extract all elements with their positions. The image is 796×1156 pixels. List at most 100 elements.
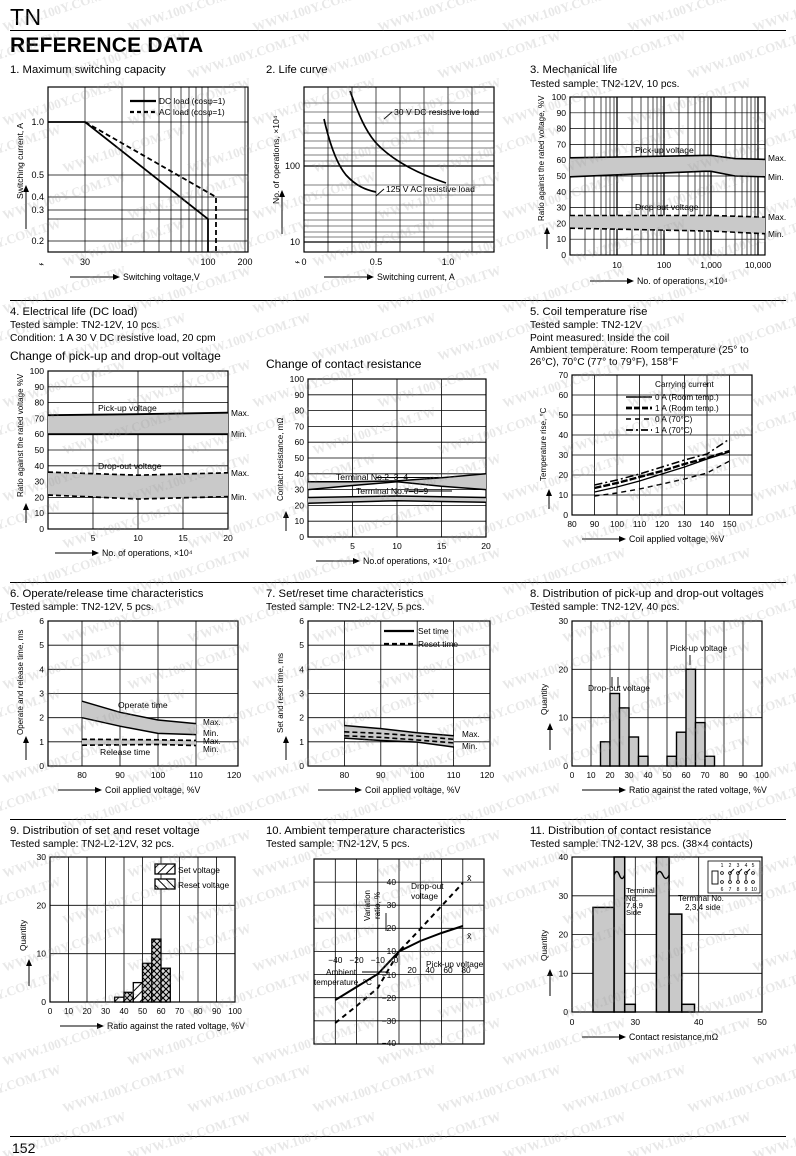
chart-8-ygrid: [572, 668, 762, 718]
svg-text:3: 3: [737, 863, 740, 869]
svg-text:0: 0: [48, 1007, 53, 1016]
chart-1-xtick-30: 30: [80, 257, 90, 267]
svg-text:60: 60: [156, 1007, 166, 1016]
chart-1-plot: DC load (cosφ=1) AC load (cosφ=1) 1.0 0.…: [15, 85, 253, 282]
section-2: 2. Life curve: [266, 64, 530, 296]
svg-text:70: 70: [294, 421, 304, 431]
svg-text:15: 15: [178, 533, 188, 543]
chart-6-label-operate: Operate time: [118, 700, 168, 710]
chart-4a-dropout-band: [48, 471, 228, 499]
chart-4b-xlabel: No.of operations, ×10⁴: [363, 556, 451, 566]
chart-5-ylabel: Temperature rise, °C: [539, 408, 548, 482]
chart-10-xbar-1: x̄: [467, 873, 472, 883]
section-8-note: Tested sample: TN2-12V, 40 pcs.: [530, 602, 680, 614]
svg-text:40: 40: [556, 187, 566, 197]
svg-text:1: 1: [721, 863, 724, 869]
svg-text:20: 20: [223, 533, 233, 543]
chart-11-label-789-4: Side: [626, 908, 641, 917]
svg-text:1: 1: [39, 736, 44, 746]
svg-text:30: 30: [558, 891, 568, 901]
chart-2-xtick-0.5: 0.5: [370, 257, 383, 267]
svg-text:4: 4: [745, 863, 748, 869]
svg-text:150: 150: [723, 519, 737, 529]
svg-text:−20: −20: [382, 993, 397, 1003]
svg-text:120: 120: [655, 519, 669, 529]
svg-text:100: 100: [290, 374, 305, 384]
chart-4a-title: Change of pick-up and drop-out voltage: [10, 348, 221, 363]
section-5-note-3: Ambient temperature: Room temperature (2…: [530, 344, 749, 356]
svg-text:20: 20: [558, 664, 568, 674]
section-5: 5. Coil temperature rise Tested sample: …: [530, 306, 796, 578]
chart-8-xlabel: Ratio against the rated voltage, %V: [629, 785, 767, 795]
chart-1-ac-curve: [84, 120, 217, 252]
svg-text:120: 120: [480, 770, 495, 780]
footer-rule: [10, 1136, 786, 1137]
row-3: 6. Operate/release time characteristics …: [0, 588, 796, 815]
chart-4b-ygrid: [308, 394, 486, 522]
chart-7-xticks: 80 90 100 110 120: [340, 770, 495, 780]
chart-6-operate-release-time: Operate time Release time Max. Min. Max.…: [10, 615, 266, 815]
chart-4b-title: Change of contact resistance: [266, 356, 422, 371]
svg-text:10: 10: [558, 969, 568, 979]
svg-text:30: 30: [101, 1007, 111, 1016]
svg-text:5: 5: [299, 640, 304, 650]
svg-text:40: 40: [694, 1017, 704, 1027]
chart-10-ambient-temperature: Drop-out voltage Pick-up voltage x̄ x̄ V…: [266, 851, 530, 1061]
svg-text:30: 30: [387, 900, 397, 910]
chart-2-axis-break: ⌁: [295, 257, 300, 267]
svg-text:40: 40: [425, 965, 435, 975]
row-2: 4. Electrical life (DC load) Tested samp…: [0, 306, 796, 578]
chart-10-xbar-2: x̄: [467, 931, 472, 941]
chart-7-reset-max: [344, 730, 454, 740]
svg-text:−40: −40: [382, 1038, 397, 1048]
chart-7-yticks: 6 5 4 3 2 1 0: [299, 616, 304, 771]
section-10-title: 10. Ambient temperature characteristics: [266, 824, 466, 837]
chart-1-legend: DC load (cosφ=1) AC load (cosφ=1): [130, 96, 225, 117]
section-11-note: Tested sample: TN2-12V, 38 pcs. (38×4 co…: [530, 839, 753, 851]
chart-7-ylabel: Set and reset time, ms: [276, 653, 285, 733]
svg-text:30: 30: [631, 1017, 641, 1027]
svg-text:0: 0: [563, 510, 568, 520]
chart-5-legend-title: Carrying current: [655, 380, 714, 389]
chart-6-ylabel: Operate and release time, ms: [16, 629, 25, 734]
chart-7-reset-min: [344, 734, 454, 744]
chart-1-axis-break: ⌁: [39, 259, 44, 269]
chart-11-xticks: 0 30 40 50: [570, 1017, 767, 1027]
svg-text:−10: −10: [382, 970, 397, 980]
chart-6-xlabel: Coil applied voltage, %V: [105, 785, 200, 795]
page-header: TN: [0, 0, 796, 30]
chart-4b-ylabel: Contact resistance, mΩ: [276, 417, 285, 500]
svg-text:30: 30: [624, 771, 634, 780]
svg-text:100: 100: [30, 366, 45, 376]
row-1: 1. Maximum switching capacity: [0, 64, 796, 296]
chart-7-min-label: Min.: [462, 742, 477, 751]
svg-text:20: 20: [407, 965, 417, 975]
svg-text:60: 60: [556, 155, 566, 165]
svg-text:10: 10: [612, 260, 622, 270]
chart-9-distribution-set-reset: Set voltage Reset voltage 30 20 10 0 0 10 20…: [10, 851, 266, 1061]
chart-6-xticks: 80 90 100 110 120: [77, 770, 241, 780]
chart-4a-label-dropout: Drop-out voltage: [98, 461, 162, 471]
svg-text:110: 110: [189, 770, 203, 780]
chart-9-ygrid: [50, 905, 235, 955]
chart-9-xlabel: Ratio against the rated voltage, %V: [107, 1021, 245, 1031]
svg-text:70: 70: [34, 413, 44, 423]
chart-5-legend-0a-70c: 0 A (70°C): [655, 415, 693, 424]
section-10-note: Tested sample: TN2-12V, 5 pcs.: [266, 839, 410, 851]
svg-text:80: 80: [193, 1007, 203, 1016]
chart-1-ytick-1.0: 1.0: [31, 117, 44, 127]
svg-text:110: 110: [447, 770, 461, 780]
chart-2-xgrid: [327, 86, 473, 252]
svg-text:100: 100: [228, 1007, 242, 1016]
svg-text:100: 100: [410, 770, 425, 780]
chart-2-annotations: 30 V DC resistive load 125 V AC resistiv…: [375, 107, 479, 196]
chart-8-ylabel: Quantity: [539, 683, 549, 715]
chart-11-label-789-1: Terminal: [626, 886, 655, 895]
chart-4b-contact-resistance-change: Terminal No.2–3–4 Terminal No.7–8–9 100 9…: [266, 373, 530, 578]
svg-text:50: 50: [294, 453, 304, 463]
svg-text:10: 10: [294, 516, 304, 526]
svg-text:2: 2: [729, 863, 732, 869]
